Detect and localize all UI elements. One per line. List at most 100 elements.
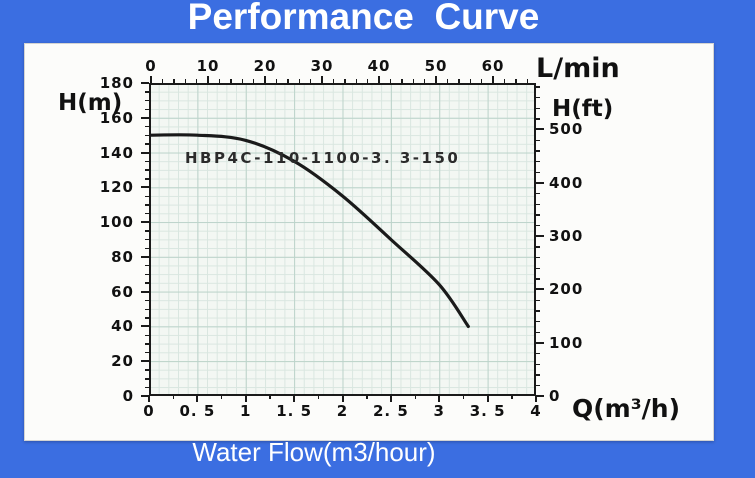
bottom-axis-major-tick [293,396,296,402]
bottom-axis-minor-tick [221,396,223,399]
right-axis-minor-tick [536,384,540,387]
left-axis-minor-tick [145,369,149,371]
left-axis-tick-label: 100 [99,213,134,232]
bottom-axis-major-tick [196,396,199,402]
left-axis-unit-label: H(m) [58,90,123,116]
left-axis-minor-tick [145,239,149,241]
curve-svg [149,133,470,328]
page-title: Performance Curve [187,0,540,37]
top-axis-tick-label: 20 [253,57,277,75]
bottom-axis-tick-label: 1 [240,402,252,420]
left-axis-minor-tick [145,386,149,389]
bottom-axis-tick-label: 0. 5 [179,402,216,420]
right-axis-major-tick [536,128,544,131]
bottom-axis-unit-label: Q(m³/h) [572,394,681,423]
top-axis-minor-tick [230,79,232,83]
right-axis-minor-tick [536,214,540,216]
left-axis-minor-tick [145,378,149,380]
bottom-axis-major-tick [148,396,150,402]
right-axis-major-tick [536,288,544,291]
left-axis-minor-tick [145,108,149,110]
top-axis-major-tick [492,76,494,83]
left-axis-minor-tick [145,160,149,163]
left-axis-minor-tick [145,273,149,276]
top-axis-minor-tick [161,79,164,83]
right-axis-minor-tick [536,118,540,120]
top-axis-minor-tick [241,79,244,83]
top-axis-minor-tick [367,79,369,83]
top-axis-minor-tick [469,79,472,83]
right-axis-minor-tick [536,278,540,280]
bottom-axis-major-tick [244,396,247,402]
left-axis-tick-label: 0 [122,387,134,405]
bottom-axis-major-tick [389,396,392,402]
left-axis-minor-tick [145,125,149,128]
bottom-axis-tick-label: 0 [143,402,155,420]
right-axis-tick-label: 0 [549,387,561,405]
left-axis-major-tick [141,82,149,84]
chart-panel: HBP4C-110-1100-3. 3-150 L/min H(ft) H(m)… [24,43,714,441]
bottom-axis-tick-label: 3 [433,402,445,420]
top-axis-major-tick [435,76,437,83]
right-axis-tick-label: 200 [549,280,584,299]
left-axis-tick-label: 20 [111,352,134,371]
top-axis-minor-tick [275,79,278,83]
top-axis-minor-tick [184,79,187,83]
left-axis-minor-tick [145,178,149,180]
right-axis-major-tick [536,235,544,237]
top-axis-tick-label: 50 [424,57,448,75]
left-axis-tick-label: 80 [111,247,134,266]
top-axis-minor-tick [401,79,403,83]
left-axis-tick-label: 120 [99,178,134,197]
left-axis-minor-tick [145,204,149,206]
top-axis-minor-tick [389,79,392,83]
top-axis-minor-tick [446,79,449,83]
bottom-axis-tick-label: 4 [530,402,542,420]
top-axis-minor-tick [332,79,335,83]
left-axis-tick-label: 160 [99,108,134,127]
left-axis-major-tick [141,360,149,363]
top-axis-tick-label: 10 [196,57,220,75]
top-axis-tick-label: 30 [310,57,334,75]
top-axis-minor-tick [526,79,529,83]
left-axis-major-tick [141,395,149,397]
bottom-axis-major-tick [341,396,344,402]
top-axis-minor-tick [287,79,289,83]
top-axis-major-tick [321,76,323,83]
right-axis-minor-tick [536,150,540,152]
top-axis-minor-tick [503,79,506,83]
top-axis-minor-tick [424,79,426,83]
right-axis-tick-label: 500 [549,120,584,139]
left-axis-major-tick [141,290,149,293]
right-axis-minor-tick [536,374,540,376]
top-axis-minor-tick [173,79,175,83]
curve-label: HBP4C-110-1100-3. 3-150 [185,149,461,167]
left-axis-tick-label: 140 [99,143,134,162]
left-axis-minor-tick [145,265,149,267]
left-axis-minor-tick [145,99,149,102]
top-axis-minor-tick [310,79,312,83]
right-axis-major-tick [536,341,544,344]
top-axis-minor-tick [355,79,358,83]
bottom-axis-minor-tick [414,396,416,399]
bottom-axis-minor-tick [462,396,465,399]
right-axis-minor-tick [536,299,540,301]
bottom-axis-minor-tick [511,396,513,399]
left-axis-minor-tick [145,134,149,137]
left-axis-minor-tick [145,317,149,319]
right-axis-minor-tick [536,139,540,141]
bottom-axis-tick-label: 2 [336,402,349,420]
left-axis-minor-tick [145,91,149,93]
top-axis-minor-tick [515,79,517,83]
bottom-axis-minor-tick [317,396,320,399]
right-axis-unit-label: H(ft) [552,96,614,122]
left-axis-major-tick [141,221,149,224]
bottom-axis-major-tick [486,396,489,402]
top-axis-major-tick [264,76,266,83]
bottom-axis-minor-tick [269,396,271,399]
top-axis-minor-tick [412,79,415,83]
left-axis-major-tick [141,255,149,258]
right-axis-minor-tick [536,160,540,163]
bottom-axis-major-tick [535,396,537,402]
